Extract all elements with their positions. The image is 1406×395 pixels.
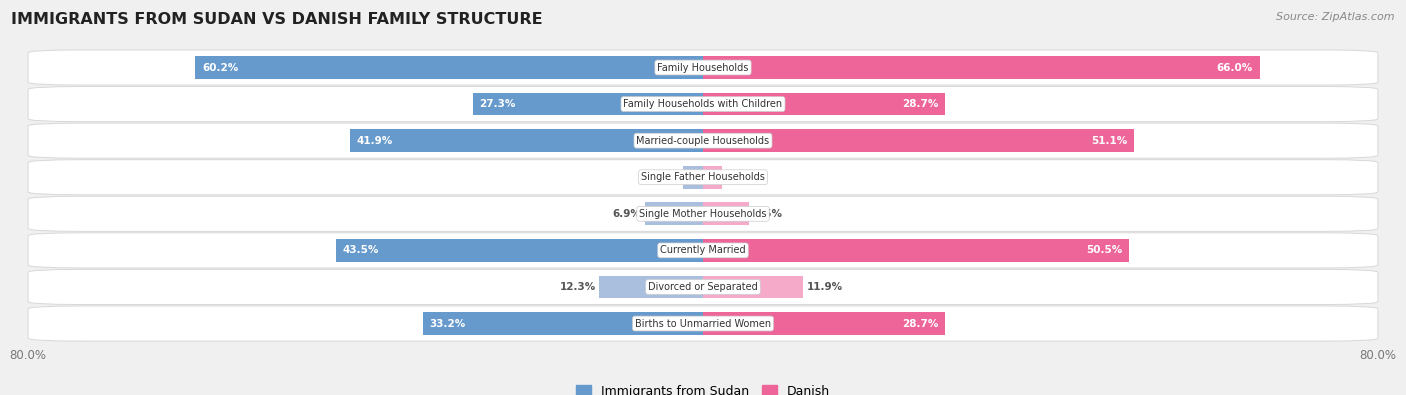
- Text: IMMIGRANTS FROM SUDAN VS DANISH FAMILY STRUCTURE: IMMIGRANTS FROM SUDAN VS DANISH FAMILY S…: [11, 12, 543, 27]
- Text: Divorced or Separated: Divorced or Separated: [648, 282, 758, 292]
- Text: 66.0%: 66.0%: [1216, 62, 1253, 73]
- FancyBboxPatch shape: [28, 233, 1378, 268]
- Text: Source: ZipAtlas.com: Source: ZipAtlas.com: [1277, 12, 1395, 22]
- Bar: [645, 203, 703, 225]
- Text: Currently Married: Currently Married: [661, 245, 745, 256]
- Bar: [703, 312, 945, 335]
- FancyBboxPatch shape: [28, 306, 1378, 341]
- Text: 60.2%: 60.2%: [202, 62, 238, 73]
- Text: 27.3%: 27.3%: [479, 99, 516, 109]
- Bar: [350, 129, 703, 152]
- Text: 33.2%: 33.2%: [430, 318, 465, 329]
- Text: 41.9%: 41.9%: [356, 135, 392, 146]
- Text: 2.3%: 2.3%: [725, 172, 755, 182]
- Text: Married-couple Households: Married-couple Households: [637, 135, 769, 146]
- Text: Family Households with Children: Family Households with Children: [623, 99, 783, 109]
- FancyBboxPatch shape: [28, 123, 1378, 158]
- Text: Single Father Households: Single Father Households: [641, 172, 765, 182]
- Bar: [703, 239, 1129, 262]
- Text: 11.9%: 11.9%: [807, 282, 842, 292]
- Text: Single Mother Households: Single Mother Households: [640, 209, 766, 219]
- Text: 28.7%: 28.7%: [903, 99, 938, 109]
- FancyBboxPatch shape: [28, 269, 1378, 305]
- Text: 2.4%: 2.4%: [650, 172, 679, 182]
- Text: 28.7%: 28.7%: [903, 318, 938, 329]
- Bar: [703, 203, 749, 225]
- Bar: [703, 276, 803, 298]
- Text: Family Households: Family Households: [658, 62, 748, 73]
- Bar: [599, 276, 703, 298]
- Text: 5.5%: 5.5%: [752, 209, 782, 219]
- Text: Births to Unmarried Women: Births to Unmarried Women: [636, 318, 770, 329]
- Bar: [195, 56, 703, 79]
- Bar: [703, 56, 1260, 79]
- FancyBboxPatch shape: [28, 196, 1378, 231]
- Bar: [336, 239, 703, 262]
- Text: 43.5%: 43.5%: [343, 245, 380, 256]
- Legend: Immigrants from Sudan, Danish: Immigrants from Sudan, Danish: [571, 380, 835, 395]
- Bar: [703, 93, 945, 115]
- Text: 50.5%: 50.5%: [1085, 245, 1122, 256]
- FancyBboxPatch shape: [28, 50, 1378, 85]
- Bar: [472, 93, 703, 115]
- Bar: [683, 166, 703, 188]
- Bar: [703, 129, 1135, 152]
- Bar: [423, 312, 703, 335]
- FancyBboxPatch shape: [28, 87, 1378, 122]
- FancyBboxPatch shape: [28, 160, 1378, 195]
- Bar: [703, 166, 723, 188]
- Text: 6.9%: 6.9%: [613, 209, 641, 219]
- Text: 51.1%: 51.1%: [1091, 135, 1128, 146]
- Text: 12.3%: 12.3%: [560, 282, 596, 292]
